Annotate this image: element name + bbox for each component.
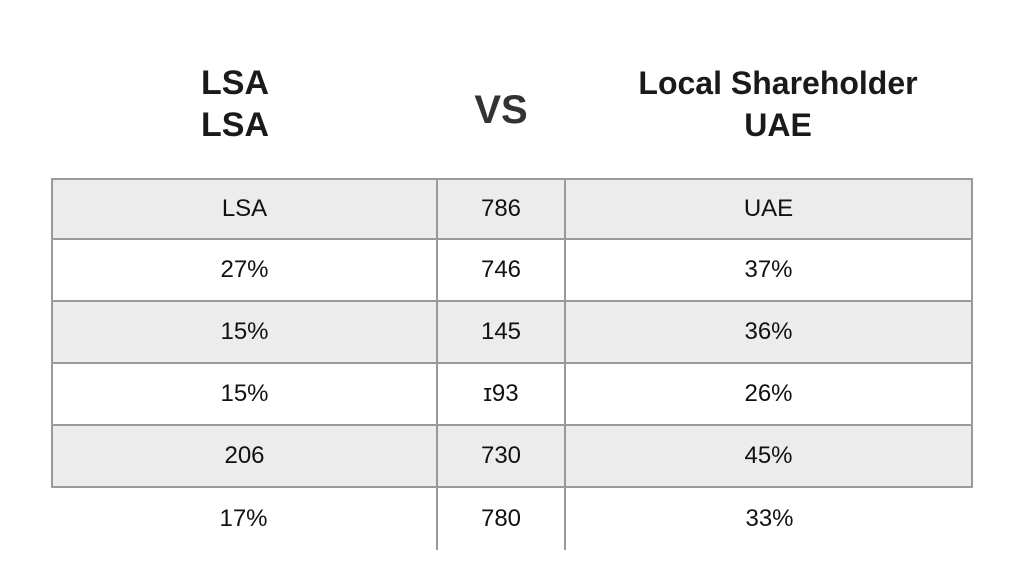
table-cell-left: 206	[53, 426, 438, 486]
table-cell-middle: 746	[438, 240, 566, 300]
table-row: 15% 145 36%	[51, 302, 973, 364]
table-cell-right: 33%	[745, 505, 794, 532]
table-cell-right: 26%	[744, 380, 793, 407]
table-cell-left: 15%	[53, 302, 438, 362]
table-cell-middle: 730	[438, 426, 566, 486]
table-cell-right: 37%	[744, 256, 793, 283]
table-cell-left: 17%	[51, 488, 438, 550]
table-row: 15% ɪ93 26%	[51, 364, 973, 426]
vs-label: VS	[474, 88, 528, 132]
right-header-line-2: UAE	[744, 107, 812, 143]
right-header: Local Shareholder UAE	[600, 62, 956, 146]
table-cell-right: 36%	[744, 318, 793, 345]
table-cell-middle: 780	[438, 488, 566, 550]
table-cell-right: UAE	[743, 195, 794, 222]
table-row: 27% 746 37%	[51, 240, 973, 302]
left-header-line-1: LSA	[201, 64, 269, 102]
left-header-line-2: LSA	[201, 106, 269, 144]
table-row: LSA 786 UAE	[51, 178, 973, 240]
left-header: LSA LSA	[150, 62, 320, 146]
comparison-table: LSA 786 UAE 27% 746 37% 15% 145 36% 15% …	[51, 178, 973, 550]
table-cell-middle: 786	[438, 180, 566, 238]
table-cell-middle: ɪ93	[438, 364, 566, 424]
table-cell-right: 45%	[744, 442, 793, 469]
table-row: 206 730 45%	[51, 426, 973, 488]
table-cell-left: 15%	[53, 364, 438, 424]
right-header-line-1: Local Shareholder	[638, 65, 918, 101]
table-cell-left: 27%	[53, 240, 438, 300]
table-cell-middle: 145	[438, 302, 566, 362]
table-row: 17% 780 33%	[51, 488, 973, 550]
table-cell-left: LSA	[53, 180, 438, 238]
